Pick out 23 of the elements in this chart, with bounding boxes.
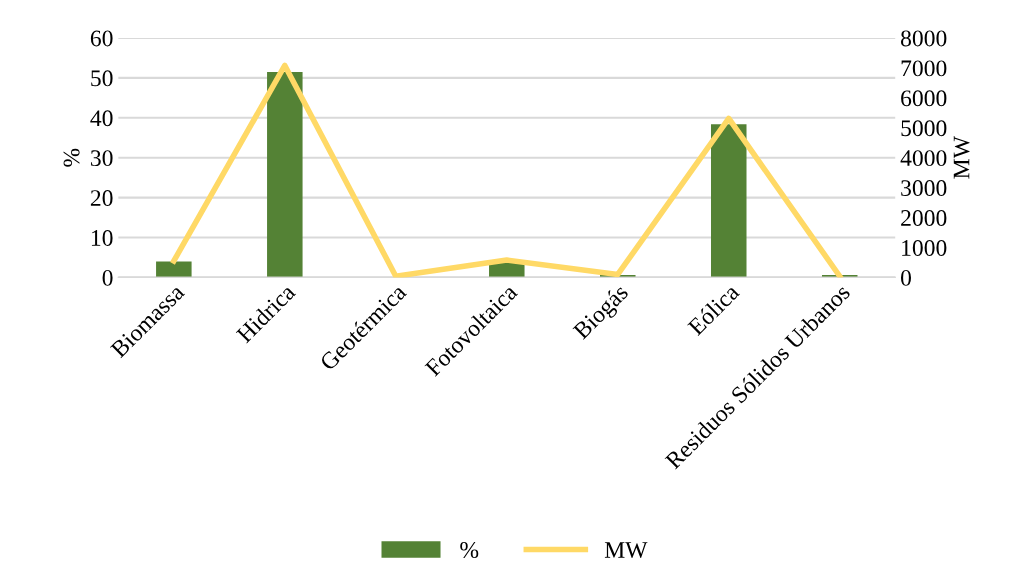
y2-tick-label: 0 bbox=[900, 269, 911, 286]
y-tick-label: 60 bbox=[90, 30, 113, 47]
y2-tick-label: 3000 bbox=[901, 180, 947, 197]
bar bbox=[156, 261, 192, 278]
y-tick-label: 20 bbox=[90, 190, 113, 207]
y2-tick-label: 5000 bbox=[901, 120, 947, 137]
y2-axis-title: MW bbox=[953, 136, 970, 179]
y2-tick-label: 8000 bbox=[900, 30, 947, 47]
y2-tick-label: 7000 bbox=[901, 60, 947, 77]
y-tick-label: 50 bbox=[91, 70, 113, 87]
y2-tick-label: 4000 bbox=[900, 150, 947, 167]
y-tick-label: 30 bbox=[90, 150, 113, 167]
y2-tick-label: 1000 bbox=[902, 239, 947, 256]
y-tick-label: 0 bbox=[102, 269, 113, 286]
y2-tick-label: 6000 bbox=[901, 90, 947, 107]
y-tick-label: 10 bbox=[91, 229, 113, 246]
y2-tick-label: 2000 bbox=[901, 210, 947, 226]
legend-label: % bbox=[460, 542, 479, 559]
bar bbox=[710, 124, 747, 278]
legend-label: MW bbox=[604, 542, 648, 559]
y-axis-title: % bbox=[63, 148, 80, 167]
bar bbox=[267, 71, 303, 278]
y-tick-label: 40 bbox=[90, 110, 113, 127]
